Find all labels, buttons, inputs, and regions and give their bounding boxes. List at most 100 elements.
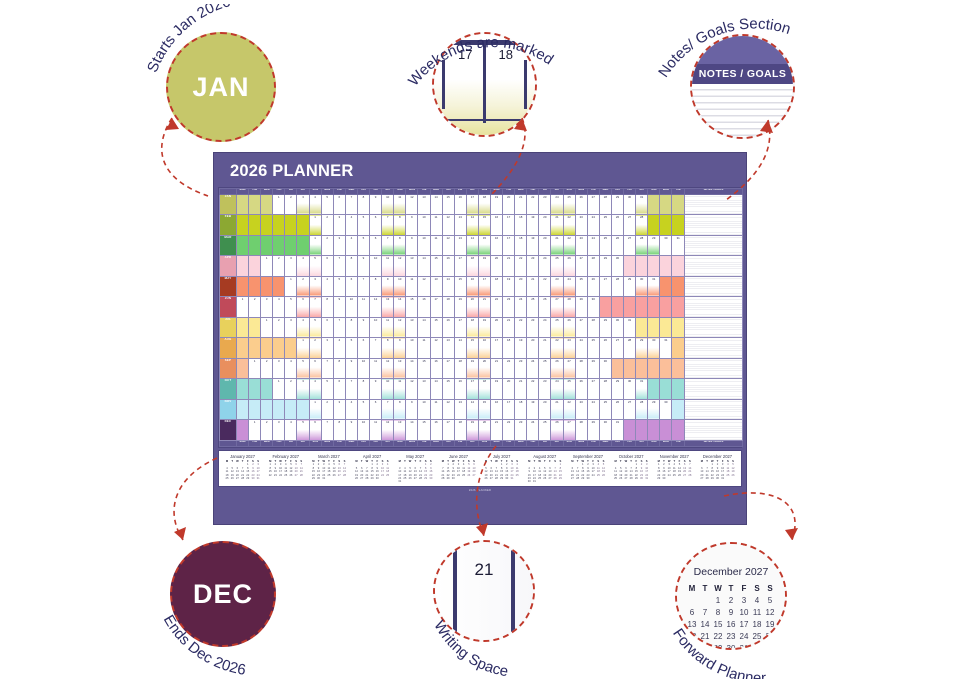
- day-cell[interactable]: 17: [502, 234, 516, 256]
- day-cell[interactable]: 14: [465, 234, 479, 256]
- empty-day-cell[interactable]: [671, 357, 685, 379]
- forward-cell-day[interactable]: 6: [295, 463, 297, 467]
- day-cell[interactable]: 5: [296, 419, 310, 441]
- day-cell[interactable]: 18: [514, 214, 528, 236]
- forward-cell-day[interactable]: 24: [456, 473, 460, 477]
- day-cell[interactable]: 19: [489, 378, 504, 400]
- forward-cell-day[interactable]: 15: [268, 470, 272, 474]
- day-cell[interactable]: 5: [308, 316, 322, 338]
- callout-forward-cell-day[interactable]: 30: [726, 643, 736, 650]
- day-cell[interactable]: 23: [574, 234, 588, 256]
- forward-cell-day[interactable]: 28: [299, 473, 303, 477]
- empty-day-cell[interactable]: [235, 419, 250, 441]
- callout-forward-cell-day[interactable]: 7: [702, 607, 708, 617]
- forward-cell-day[interactable]: 19: [289, 470, 293, 474]
- forward-cell-day[interactable]: 11: [386, 466, 390, 470]
- empty-day-cell[interactable]: [671, 296, 685, 318]
- forward-cell-day[interactable]: 17: [510, 470, 514, 474]
- day-cell[interactable]: 23: [574, 398, 588, 420]
- day-cell[interactable]: 18: [465, 255, 479, 277]
- forward-cell-day[interactable]: 28: [629, 476, 633, 480]
- empty-day-cell[interactable]: [272, 398, 286, 420]
- callout-forward-cell-day[interactable]: 19: [765, 619, 775, 629]
- empty-day-cell[interactable]: [248, 234, 262, 256]
- forward-cell-day[interactable]: 7: [343, 463, 346, 467]
- day-cell[interactable]: 15: [477, 398, 491, 420]
- forward-cell-day[interactable]: 5: [333, 463, 335, 467]
- forward-cell-day[interactable]: 16: [251, 470, 255, 474]
- forward-cell-day[interactable]: 1: [711, 463, 714, 467]
- forward-cell-day[interactable]: 24: [279, 473, 283, 477]
- day-cell[interactable]: 21: [550, 214, 564, 236]
- forward-cell-day[interactable]: 4: [226, 466, 228, 470]
- forward-cell-day[interactable]: 16: [273, 470, 277, 474]
- forward-cell-day[interactable]: 13: [570, 470, 574, 474]
- forward-cell-day[interactable]: 23: [715, 473, 719, 477]
- day-cell[interactable]: 3: [284, 316, 298, 338]
- day-cell[interactable]: 4: [308, 193, 322, 215]
- day-cell[interactable]: 2: [320, 214, 334, 236]
- day-cell[interactable]: 8: [344, 255, 358, 277]
- day-cell[interactable]: 8: [356, 378, 371, 400]
- empty-day-cell[interactable]: [235, 255, 250, 277]
- forward-cell-day[interactable]: 28: [688, 473, 692, 477]
- forward-cell-day[interactable]: 22: [446, 473, 450, 477]
- empty-day-cell[interactable]: [235, 378, 250, 400]
- day-cell[interactable]: 7: [308, 296, 322, 318]
- forward-cell-day[interactable]: 16: [451, 470, 455, 474]
- forward-cell-day[interactable]: 28: [365, 476, 369, 480]
- day-cell[interactable]: 20: [477, 419, 491, 441]
- forward-cell-day[interactable]: 19: [332, 470, 336, 474]
- day-cell[interactable]: 26: [610, 398, 625, 420]
- day-cell[interactable]: 28: [562, 296, 576, 318]
- day-cell[interactable]: 3: [308, 275, 322, 297]
- day-cell[interactable]: 1: [308, 234, 322, 256]
- day-cell[interactable]: 1: [235, 296, 250, 318]
- forward-cell-day[interactable]: 8: [269, 466, 271, 470]
- empty-day-cell[interactable]: [598, 296, 612, 318]
- day-cell[interactable]: 18: [477, 378, 491, 400]
- empty-day-cell[interactable]: [284, 234, 298, 256]
- forward-month-block[interactable]: December 2027 M T W T F S S 1 2 3 4 5 6 7 8 9 10 11 12 13 14 1…: [696, 454, 739, 484]
- month-label-cell[interactable]: JAN: [219, 193, 237, 215]
- forward-cell-day[interactable]: 20: [337, 470, 341, 474]
- day-cell[interactable]: 14: [465, 214, 479, 236]
- day-cell[interactable]: 28: [586, 255, 600, 277]
- forward-cell-day[interactable]: 17: [667, 470, 671, 474]
- forward-cell-day[interactable]: 6: [360, 466, 363, 470]
- forward-cell-day[interactable]: 25: [726, 473, 730, 477]
- forward-cell-day[interactable]: 25: [386, 473, 390, 477]
- day-cell[interactable]: 21: [550, 234, 564, 256]
- empty-day-cell[interactable]: [248, 378, 262, 400]
- day-cell[interactable]: 26: [574, 193, 588, 215]
- notes-zoom-bubble[interactable]: NOTES / GOALS: [690, 34, 795, 139]
- day-cell[interactable]: 21: [502, 255, 516, 277]
- day-cell[interactable]: 25: [598, 398, 612, 420]
- day-cell[interactable]: 13: [405, 255, 419, 277]
- forward-cell-day[interactable]: 29: [311, 476, 315, 480]
- day-cell[interactable]: 5: [356, 398, 371, 420]
- empty-day-cell[interactable]: [248, 316, 262, 338]
- forward-cell-day[interactable]: 9: [252, 466, 254, 470]
- writing-space-bubble[interactable]: 21: [433, 540, 535, 642]
- day-cell[interactable]: 12: [441, 234, 455, 256]
- forward-cell-day[interactable]: 24: [667, 473, 671, 477]
- forward-cell-day[interactable]: 12: [602, 466, 606, 470]
- day-cell[interactable]: 2: [284, 193, 298, 215]
- day-cell[interactable]: 24: [538, 255, 552, 277]
- day-cell[interactable]: 8: [381, 337, 395, 359]
- forward-cell-day[interactable]: 1: [312, 463, 315, 467]
- day-cell[interactable]: 23: [526, 255, 540, 277]
- day-cell[interactable]: 12: [369, 296, 383, 318]
- day-cell[interactable]: 24: [586, 398, 600, 420]
- day-cell[interactable]: 2: [320, 234, 334, 256]
- empty-day-cell[interactable]: [647, 193, 661, 215]
- forward-cell-day[interactable]: 3: [511, 463, 513, 467]
- day-cell[interactable]: 6: [369, 234, 383, 256]
- day-cell[interactable]: 23: [502, 296, 516, 318]
- empty-day-cell[interactable]: [647, 316, 661, 338]
- day-cell[interactable]: 10: [417, 214, 431, 236]
- day-cell[interactable]: 5: [356, 234, 371, 256]
- day-cell[interactable]: 28: [635, 234, 649, 256]
- day-cell[interactable]: 24: [574, 337, 588, 359]
